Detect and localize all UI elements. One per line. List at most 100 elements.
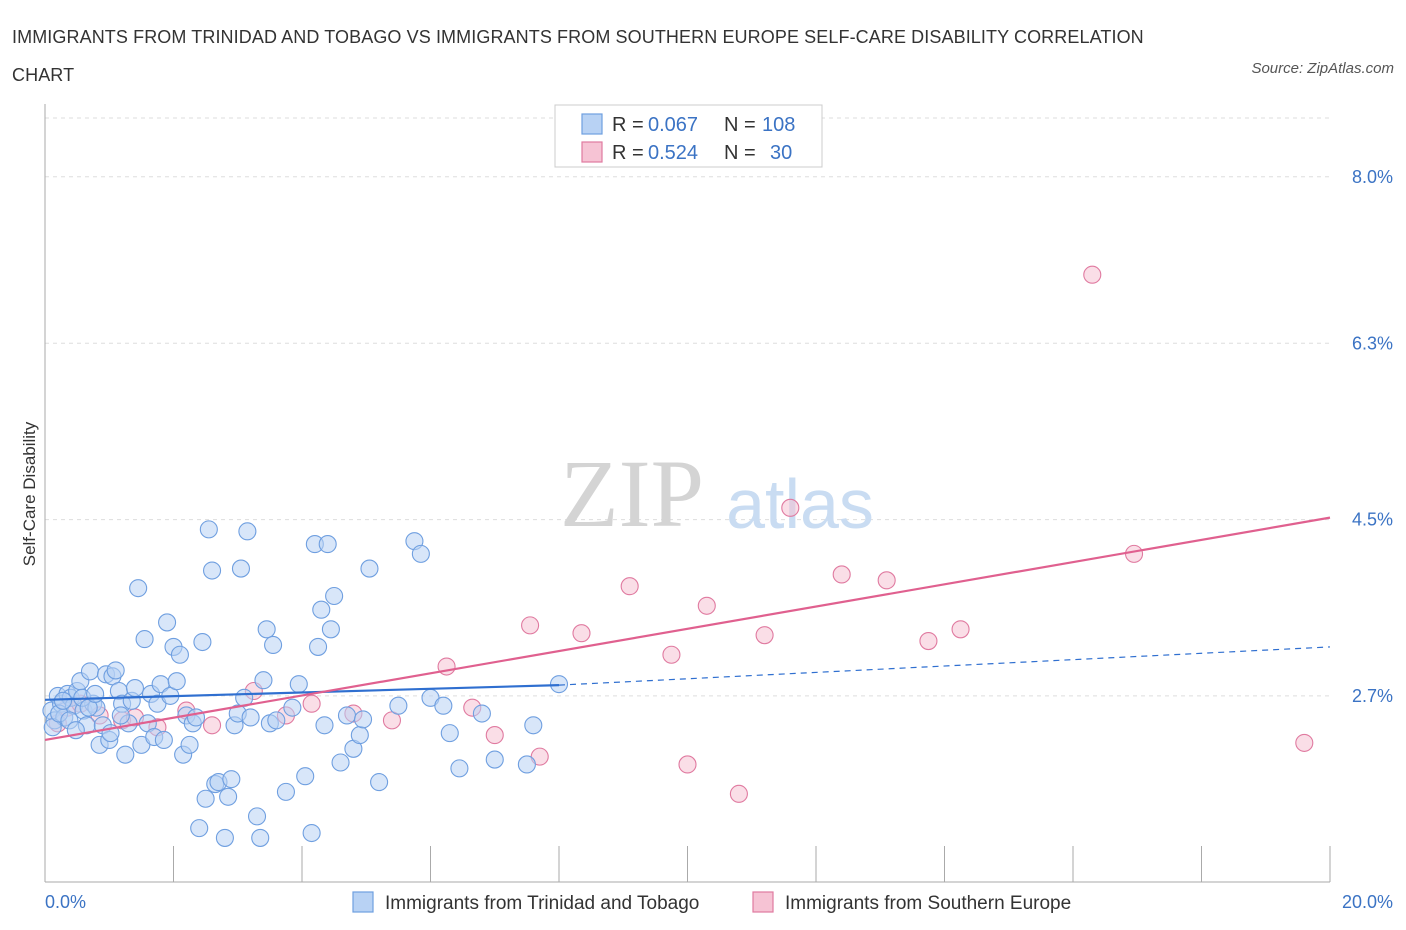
trinidad-point [251, 828, 270, 847]
trinidad-point [241, 708, 260, 727]
southern-europe-point [620, 577, 639, 596]
southern-europe-point [1124, 544, 1144, 563]
trinidad-point [472, 704, 491, 723]
y-tick-label: 8.0% [1352, 167, 1393, 187]
trinidad-point [440, 724, 459, 743]
trinidad-point [318, 535, 337, 554]
southern-europe-point [662, 645, 681, 664]
legend-swatch-southern-europe [581, 141, 603, 163]
trinidad-point [154, 730, 173, 750]
trinidad-point [276, 782, 295, 801]
bottom-legend-swatch-southern-europe [752, 891, 774, 913]
southern-europe-point [781, 498, 800, 517]
southern-europe-point [951, 620, 970, 639]
trinidad-point [267, 711, 286, 730]
legend-r-label-2: R = [612, 142, 644, 164]
trinidad-point [302, 823, 321, 843]
legend-n-label-1: N = [724, 114, 756, 136]
trinidad-point [196, 789, 215, 808]
legend-n-value-2: 30 [770, 142, 792, 164]
watermark-zip: ZIP [560, 440, 704, 547]
legend-n-label-2: N = [724, 142, 756, 164]
trinidad-point [135, 630, 154, 649]
trend-line-trinidad-extension [558, 646, 1331, 686]
x-tick-label: 20.0% [1342, 892, 1393, 912]
southern-europe-point [302, 694, 321, 713]
axes [44, 104, 1331, 883]
trinidad-point [125, 679, 144, 698]
watermark-atlas: atlas [726, 465, 874, 543]
trinidad-point [450, 759, 469, 778]
trinidad-point [53, 691, 73, 710]
trinidad-point [231, 559, 251, 578]
bottom-legend-label-southern-europe: Immigrants from Southern Europe [785, 893, 1071, 914]
trinidad-point [254, 671, 273, 690]
grid-lines [45, 117, 1330, 697]
chart-title: IMMIGRANTS FROM TRINIDAD AND TOBAGO VS I… [12, 27, 1144, 85]
southern-europe-point [729, 784, 748, 803]
trinidad-point [190, 819, 209, 838]
legend-box: R = 0.067 N = 108 R = 0.524 N = 30 [554, 104, 823, 168]
legend-r-label-1: R = [612, 114, 644, 136]
southern-europe-point [832, 565, 851, 584]
trinidad-point [111, 706, 130, 725]
trinidad-point [370, 773, 389, 792]
trinidad-point [199, 520, 218, 539]
southern-europe-point [521, 616, 540, 635]
trinidad-point [167, 672, 186, 691]
trinidad-point [389, 696, 408, 715]
y-tick-label: 6.3% [1352, 333, 1393, 353]
trinidad-point [186, 708, 206, 727]
trinidad-point [129, 579, 148, 598]
legend-n-value-1: 108 [762, 114, 795, 136]
bottom-legend-label-trinidad: Immigrants from Trinidad and Tobago [385, 893, 699, 914]
trinidad-point [331, 753, 350, 772]
legend-r-value-2: 0.524 [648, 142, 698, 164]
trinidad-point [312, 600, 331, 619]
trinidad-point [337, 706, 357, 725]
trend-lines [44, 516, 1331, 742]
southern-europe-point [572, 624, 591, 643]
trinidad-point [86, 684, 105, 703]
trinidad-point [203, 561, 222, 580]
southern-europe-point [203, 716, 222, 735]
southern-europe-point [697, 596, 716, 615]
trinidad-point [309, 637, 328, 656]
trinidad-point [289, 675, 308, 694]
southern-europe-point [755, 626, 774, 645]
trinidad-point [485, 750, 504, 769]
trinidad-point [296, 767, 315, 786]
trinidad-point [215, 828, 234, 847]
x-tick-label: 0.0% [45, 892, 86, 912]
trinidad-point [325, 586, 344, 606]
trinidad-point [193, 632, 212, 652]
southern-europe-point [877, 571, 896, 590]
trinidad-point [264, 635, 283, 655]
southern-europe-point [678, 755, 697, 774]
trinidad-point [219, 787, 238, 806]
trinidad-point [434, 696, 453, 715]
southern-europe-point [1083, 265, 1102, 284]
trinidad-point [106, 661, 125, 680]
chart-source: Source: ZipAtlas.com [1251, 60, 1394, 77]
bottom-legend-swatch-trinidad [352, 891, 374, 913]
trend-line-trinidad [44, 684, 560, 701]
trinidad-point [180, 735, 199, 754]
trinidad-point [247, 807, 267, 826]
y-tick-label: 4.5% [1352, 510, 1393, 530]
trinidad-point [158, 613, 177, 632]
trend-line-southern-europe [44, 516, 1331, 742]
trinidad-point [549, 675, 569, 694]
trinidad-point [116, 745, 135, 764]
legend-r-value-1: 0.067 [648, 114, 698, 136]
tick-labels: 8.0% 6.3% 4.5% 2.7% 0.0% 20.0% [45, 167, 1393, 912]
trinidad-point [283, 698, 302, 717]
trinidad-point [353, 710, 373, 729]
y-axis-label: Self-Care Disability [20, 421, 39, 566]
legend-swatch-trinidad [581, 113, 603, 135]
trinidad-point [80, 662, 100, 681]
bottom-legend: Immigrants from Trinidad and Tobago Immi… [352, 891, 1071, 914]
southern-europe-point [485, 726, 504, 745]
trinidad-point [170, 645, 189, 664]
